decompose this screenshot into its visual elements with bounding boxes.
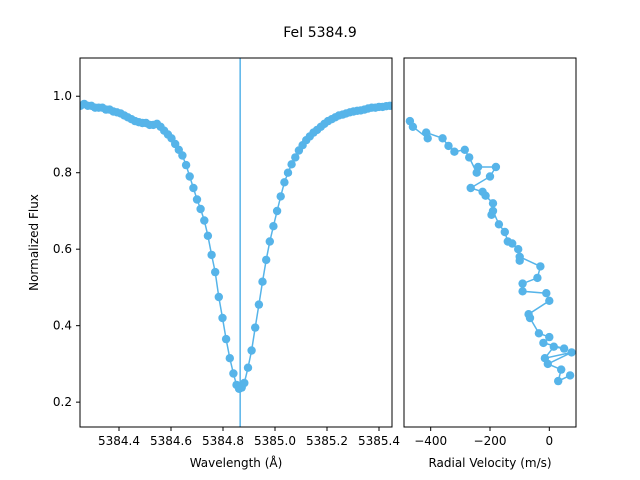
data-point — [262, 255, 271, 265]
data-point — [265, 237, 274, 246]
data-point — [481, 191, 490, 200]
data-point — [508, 239, 517, 248]
data-point — [514, 245, 523, 254]
data-point — [567, 348, 576, 357]
data-point — [276, 192, 285, 201]
data-point — [251, 323, 260, 332]
x-tick-label: 5385.4 — [358, 434, 400, 448]
data-point — [559, 344, 569, 353]
series-group — [405, 116, 576, 386]
x-tick-label: 5385.0 — [254, 434, 296, 448]
data-point — [422, 128, 431, 137]
data-point — [211, 267, 220, 277]
data-point — [185, 172, 194, 181]
data-point — [269, 222, 278, 231]
x-tick-label: 5384.8 — [202, 434, 244, 448]
data-point — [207, 250, 216, 260]
figure-title: FeI 5384.9 — [283, 25, 356, 41]
data-point — [203, 231, 213, 240]
data-point — [196, 204, 205, 214]
data-point — [525, 313, 535, 323]
data-point — [229, 369, 238, 378]
spectrum-ticks: 5384.4 5384.6 5384.8 5385.0 5385.2 5385.4 0.2 0… — [53, 89, 400, 448]
data-point — [488, 199, 498, 208]
y-tick-label: 0.2 — [53, 395, 72, 409]
data-point — [494, 220, 504, 229]
data-point — [287, 160, 296, 169]
spectrum-y-axis-label: Normalized Flux — [27, 194, 41, 291]
data-point — [554, 376, 563, 386]
velocity-ticks: −400 −200 0 — [414, 427, 553, 448]
data-point — [539, 338, 548, 348]
data-point — [444, 141, 453, 151]
data-point — [557, 365, 566, 374]
data-point — [283, 168, 293, 177]
data-point — [178, 151, 187, 160]
data-point — [254, 300, 264, 309]
data-point — [385, 101, 392, 110]
data-point — [243, 363, 253, 372]
data-point — [549, 342, 558, 351]
x-tick-label: −400 — [414, 434, 447, 448]
spectrum-x-axis-label: Wavelength (Å) — [190, 455, 283, 470]
x-tick-label: 5385.2 — [306, 434, 348, 448]
data-point — [460, 145, 469, 154]
velocity-plot-area — [405, 116, 576, 386]
data-point — [181, 160, 191, 170]
data-point — [272, 206, 282, 216]
data-point — [214, 292, 223, 302]
spectrum-axes: 5384.4 5384.6 5384.8 5385.0 5385.2 5385.4 0.2 0… — [27, 57, 400, 470]
data-point — [533, 273, 542, 283]
data-point — [536, 262, 545, 271]
data-point — [280, 178, 289, 187]
x-tick-label: −200 — [474, 434, 507, 448]
data-point — [500, 227, 509, 237]
data-point — [218, 313, 227, 323]
y-tick-label: 0.4 — [53, 319, 72, 333]
data-point — [534, 329, 544, 338]
data-point — [565, 371, 575, 380]
data-point — [518, 287, 527, 296]
data-point — [438, 134, 447, 143]
data-point — [221, 334, 231, 344]
data-point — [189, 183, 198, 193]
x-tick-label: 5384.4 — [98, 434, 140, 448]
spectrum-axes-frame — [79, 57, 393, 428]
data-point — [258, 277, 267, 286]
data-point — [515, 252, 524, 261]
series-line — [80, 103, 390, 390]
y-tick-label: 0.6 — [53, 242, 72, 256]
data-point — [485, 172, 495, 181]
data-point — [450, 147, 459, 156]
data-point — [473, 162, 483, 172]
data-point — [192, 195, 202, 204]
data-point — [488, 206, 498, 216]
data-point — [543, 359, 552, 369]
data-point — [225, 354, 234, 363]
data-point — [491, 162, 501, 172]
velocity-x-axis-label: Radial Velocity (m/s) — [428, 456, 551, 470]
data-point — [466, 183, 475, 193]
data-point — [408, 122, 418, 131]
data-point — [545, 296, 554, 305]
velocity-axes-frame — [403, 57, 577, 428]
spectrum-plot-area — [80, 58, 392, 427]
data-point — [465, 153, 474, 162]
series-group — [80, 58, 392, 427]
velocity-axes: −400 −200 0 Radial Velocity (m/s) — [403, 57, 577, 470]
x-tick-label: 5384.6 — [150, 434, 192, 448]
y-tick-label: 1.0 — [53, 89, 72, 103]
data-point — [247, 346, 256, 355]
data-point — [545, 332, 554, 342]
data-point — [200, 216, 209, 225]
data-point — [518, 279, 527, 288]
data-point — [291, 153, 300, 162]
y-tick-label: 0.8 — [53, 166, 72, 180]
data-point — [240, 378, 249, 388]
data-point — [542, 289, 551, 298]
x-tick-label: 0 — [545, 434, 553, 448]
